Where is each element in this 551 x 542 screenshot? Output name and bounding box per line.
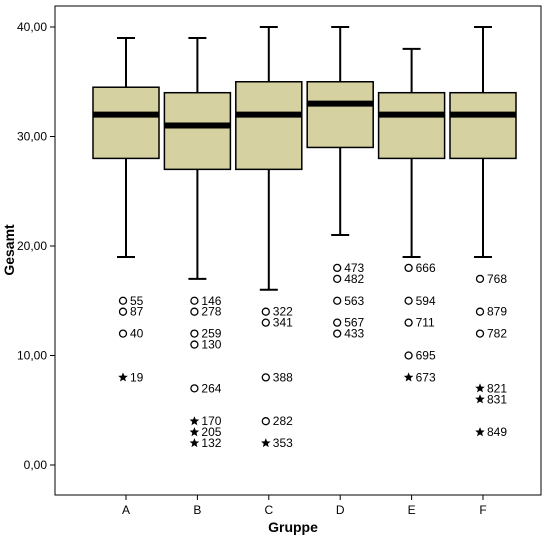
outlier-circle: [261, 373, 270, 382]
box-group-F: [449, 26, 517, 258]
box-iqr: [163, 91, 232, 171]
box-group-B: [163, 36, 232, 280]
outlier-circle: [118, 296, 128, 305]
outlier-label: 264: [201, 381, 221, 395]
outlier-label: 563: [344, 294, 364, 308]
box-group-D: [306, 26, 374, 237]
outlier-circle: [404, 318, 413, 327]
x-tick-label: B: [193, 503, 201, 517]
outlier-circle: [190, 384, 199, 393]
outlier-label: 711: [416, 316, 435, 330]
outlier-circle: [404, 351, 413, 360]
x-tick-label: C: [264, 503, 273, 517]
outlier-label: 594: [416, 294, 436, 308]
outlier-label: 132: [201, 436, 221, 450]
y-tick-label: 0,00: [24, 458, 48, 472]
outlier-circle: [475, 274, 485, 284]
box-iqr: [306, 81, 374, 149]
outlier-circle: [190, 307, 199, 316]
outlier-circle: [118, 307, 128, 316]
outlier-label: 341: [273, 316, 293, 330]
outlier-label: 849: [487, 425, 507, 439]
x-axis: A B C D E F: [122, 495, 487, 517]
box-iqr: [235, 81, 303, 171]
outlier-label: 473: [344, 261, 364, 275]
boxes-layer: [92, 26, 517, 291]
outlier-circle: [190, 329, 199, 338]
outlier-label: 666: [416, 261, 436, 275]
outlier-label: 673: [416, 370, 436, 384]
outlier-circle: [118, 329, 128, 338]
outlier-label: 482: [344, 272, 364, 286]
outlier-label: 567: [344, 316, 364, 330]
outlier-label: 259: [201, 327, 221, 341]
x-axis-title: Gruppe: [268, 519, 318, 535]
outlier-circle: [333, 296, 342, 305]
outlier-label: 433: [344, 327, 364, 341]
outlier-star: [118, 372, 128, 382]
outlier-circle: [190, 296, 199, 305]
outlier-circle: [261, 318, 270, 327]
outlier-label: 879: [487, 305, 507, 319]
y-tick-label: 40,00: [17, 20, 47, 34]
outlier-star: [189, 416, 200, 426]
outlier-label: 782: [487, 327, 507, 341]
outlier-circle: [475, 329, 485, 338]
outlier-label: 388: [273, 370, 293, 384]
box-group-C: [235, 26, 303, 291]
outlier-label: 87: [130, 305, 144, 319]
x-tick-label: D: [336, 503, 345, 517]
outlier-circle: [261, 307, 270, 316]
outlier-star: [475, 427, 485, 437]
outlier-label: 146: [201, 294, 221, 308]
outlier-label: 322: [273, 305, 293, 319]
outlier-star: [475, 383, 485, 393]
outlier-label: 821: [487, 381, 507, 395]
outlier-label: 353: [273, 436, 293, 450]
box-iqr: [449, 91, 517, 160]
outlier-label: 695: [416, 349, 436, 363]
outlier-circle: [333, 329, 342, 338]
y-tick-label: 20,00: [17, 239, 47, 253]
box-group-A: [92, 36, 160, 258]
outlier-label: 831: [487, 392, 507, 406]
y-axis: 0,00 10,00 20,00 30,00 40,00: [17, 20, 55, 472]
outlier-star: [475, 394, 485, 404]
outlier-star: [189, 438, 200, 448]
box-iqr: [377, 91, 446, 160]
box-group-E: [377, 47, 446, 258]
outlier-label: 40: [130, 327, 144, 341]
outlier-label: 55: [130, 294, 144, 308]
y-tick-label: 30,00: [17, 130, 47, 144]
outlier-star: [403, 372, 414, 382]
outlier-circle: [404, 263, 413, 273]
x-tick-label: A: [122, 503, 130, 517]
outlier-circle: [404, 296, 413, 305]
outlier-star: [261, 438, 271, 448]
outlier-label: 130: [201, 338, 221, 352]
outlier-circle: [333, 263, 342, 273]
box-iqr: [92, 86, 160, 160]
outlier-circle: [475, 307, 485, 316]
x-tick-label: F: [479, 503, 486, 517]
outlier-label: 278: [201, 305, 221, 319]
outlier-circle: [190, 340, 199, 349]
outlier-label: 205: [201, 425, 221, 439]
outlier-circle: [261, 417, 270, 426]
x-tick-label: E: [408, 503, 416, 517]
outlier-label: 170: [201, 414, 221, 428]
outlier-label: 768: [487, 272, 507, 286]
outlier-star: [189, 427, 200, 437]
outlier-label: 282: [273, 414, 293, 428]
y-tick-label: 10,00: [17, 349, 47, 363]
y-axis-title: Gesamt: [1, 224, 17, 276]
outlier-circle: [333, 274, 342, 284]
outlier-label: 19: [130, 370, 144, 384]
outlier-circle: [333, 318, 342, 327]
plot-frame: [54, 5, 542, 496]
